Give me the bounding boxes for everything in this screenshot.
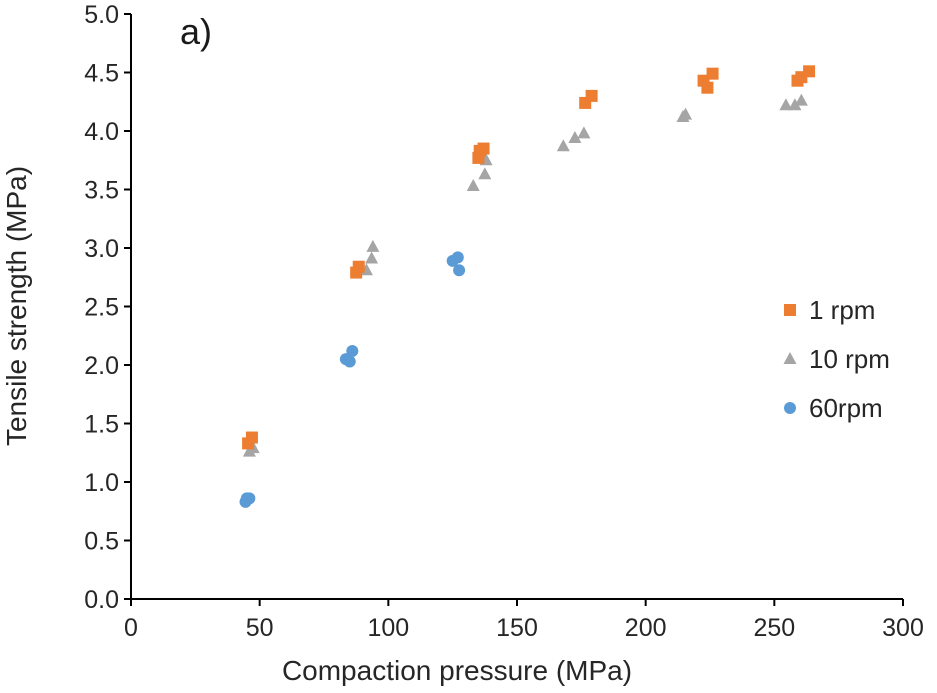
x-axis-title: Compaction pressure (MPa) [282, 655, 632, 686]
data-point [585, 89, 598, 102]
data-point [788, 98, 802, 111]
y-tick-label: 4.0 [84, 118, 119, 146]
x-tick-label: 0 [124, 614, 138, 642]
tick-labels: 0 50 100 150 200 250 300 0.0 0.5 1.0 1.5 2.0 2.5 3.0 3… [84, 1, 924, 642]
data-point [243, 492, 256, 505]
legend-marker [784, 402, 796, 414]
x-tick-label: 50 [246, 614, 274, 642]
data-point [577, 126, 591, 139]
data-point [701, 81, 714, 94]
data-point [556, 139, 570, 152]
series-10-rpm [242, 93, 808, 457]
legend-label: 1 rpm [809, 295, 875, 325]
legend-label: 60rpm [809, 393, 883, 423]
y-axis-title: Tensile strength (MPa) [1, 166, 32, 446]
data-point [568, 131, 582, 144]
data-point [352, 260, 365, 273]
y-tick-label: 1.0 [84, 469, 119, 497]
legend-label: 10 rpm [809, 344, 890, 374]
series-60rpm [239, 251, 466, 508]
data-point [366, 239, 380, 252]
data-point [477, 142, 490, 155]
x-tick-label: 300 [882, 614, 924, 642]
data-points [239, 65, 816, 508]
data-point [466, 178, 480, 191]
data-point [803, 65, 816, 78]
x-tick-label: 100 [367, 614, 409, 642]
data-point [679, 107, 693, 120]
x-tick-label: 250 [753, 614, 795, 642]
y-tick-label: 3.5 [84, 177, 119, 205]
data-point [343, 355, 356, 368]
y-tick-label: 3.0 [84, 235, 119, 263]
x-tick-label: 200 [625, 614, 667, 642]
axis-ticks [124, 13, 904, 606]
data-point [245, 431, 258, 444]
y-tick-label: 0.5 [84, 528, 119, 556]
y-tick-label: 4.5 [84, 60, 119, 88]
data-point [779, 98, 793, 111]
legend-marker [783, 352, 797, 364]
legend: 1 rpm 10 rpm 60rpm [783, 295, 890, 423]
legend-marker [784, 304, 796, 316]
series-1-rpm [242, 65, 816, 450]
data-point [478, 167, 492, 180]
y-tick-label: 2.0 [84, 352, 119, 380]
data-point [706, 67, 719, 80]
data-point [453, 264, 466, 277]
y-tick-label: 5.0 [84, 1, 119, 29]
data-point [365, 251, 379, 264]
data-point [346, 344, 359, 357]
panel-label: a) [180, 11, 212, 52]
y-tick-label: 0.0 [84, 586, 119, 614]
x-tick-label: 150 [496, 614, 538, 642]
data-point [451, 251, 464, 264]
y-tick-label: 1.5 [84, 411, 119, 439]
y-tick-label: 2.5 [84, 294, 119, 322]
data-point [794, 93, 808, 106]
